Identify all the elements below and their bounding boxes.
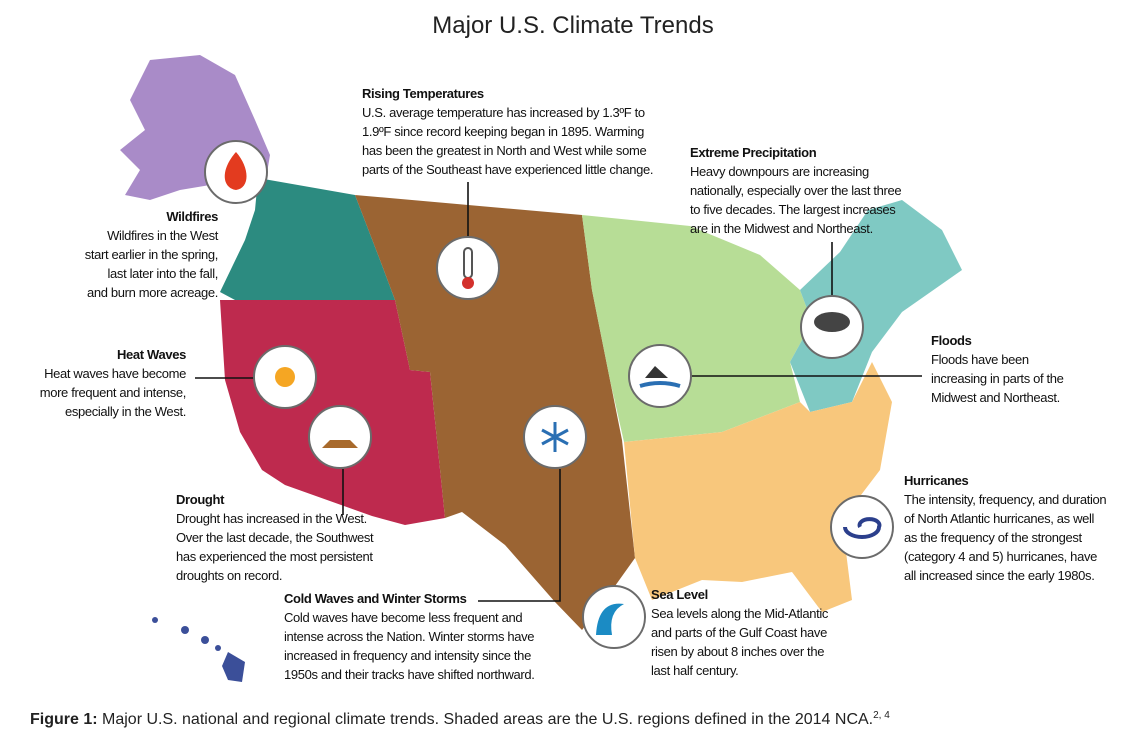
callout-line: Drought has increased in the West. <box>176 511 367 526</box>
callout-line: droughts on record. <box>176 568 282 583</box>
map <box>120 55 962 682</box>
callout-line: as the frequency of the strongest <box>904 530 1083 545</box>
callout-line: Midwest and Northeast. <box>931 390 1060 405</box>
callout-line: 1.9ºF since record keeping began in 1895… <box>362 124 644 139</box>
callout-line: has experienced the most persistent <box>176 549 373 564</box>
icons <box>204 140 894 649</box>
callout-line: Sea levels along the Mid-Atlantic <box>651 606 829 621</box>
callout-heading: Rising Temperatures <box>362 86 484 101</box>
callout-line: Cold waves have become less frequent and <box>284 610 522 625</box>
callout-heading: Drought <box>176 492 225 507</box>
callout-line: more frequent and intense, <box>40 385 186 400</box>
callout-line: all increased since the early 1980s. <box>904 568 1094 583</box>
caption-text: Major U.S. national and regional climate… <box>98 711 874 728</box>
callout-line: especially in the West. <box>65 404 186 419</box>
callout-line: Floods have been <box>931 352 1029 367</box>
caption-refs: 2, 4 <box>873 710 890 721</box>
callout-line: risen by about 8 inches over the <box>651 644 824 659</box>
callout-heading: Sea Level <box>651 587 708 602</box>
callout-line: (category 4 and 5) hurricanes, have <box>904 549 1097 564</box>
callout-line: increased in frequency and intensity sin… <box>284 648 531 663</box>
callout-line: Heavy downpours are increasing <box>690 164 869 179</box>
callout-line: intense across the Nation. Winter storms… <box>284 629 534 644</box>
callout-heading: Heat Waves <box>117 347 186 362</box>
callout-heading: Cold Waves and Winter Storms <box>284 591 467 606</box>
callout-line: of North Atlantic hurricanes, as well <box>904 511 1095 526</box>
callout-line: increasing in parts of the <box>931 371 1064 386</box>
leader-lines <box>195 182 922 602</box>
callout-line: nationally, especially over the last thr… <box>690 183 901 198</box>
callout-line: 1950s and their tracks have shifted nort… <box>284 667 535 682</box>
callout-line: has been the greatest in North and West … <box>362 143 646 158</box>
callout-line: and burn more acreage. <box>87 285 218 300</box>
callout-line: Heat waves have become <box>44 366 186 381</box>
callout-line: Wildfires in the West <box>107 228 219 243</box>
callout-heading: Wildfires <box>166 209 218 224</box>
callout-line: U.S. average temperature has increased b… <box>362 105 645 120</box>
callout-line: and parts of the Gulf Coast have <box>651 625 827 640</box>
callout-line: The intensity, frequency, and duration <box>904 492 1106 507</box>
callout-heading: Floods <box>931 333 972 348</box>
callout-line: to five decades. The largest increases <box>690 202 896 217</box>
callout-line: are in the Midwest and Northeast. <box>690 221 873 236</box>
callout-heading: Hurricanes <box>904 473 969 488</box>
title: Major U.S. Climate Trends <box>432 12 713 39</box>
caption: Figure 1: Major U.S. national and region… <box>30 710 890 728</box>
callout-line: parts of the Southeast have experienced … <box>362 162 653 177</box>
callout-line: start earlier in the spring, <box>85 247 218 262</box>
callout-line: Over the last decade, the Southwest <box>176 530 374 545</box>
callout-line: last half century. <box>651 663 738 678</box>
callout-heading: Extreme Precipitation <box>690 145 817 160</box>
callout-line: last later into the fall, <box>108 266 218 281</box>
caption-label: Figure 1: <box>30 711 98 728</box>
